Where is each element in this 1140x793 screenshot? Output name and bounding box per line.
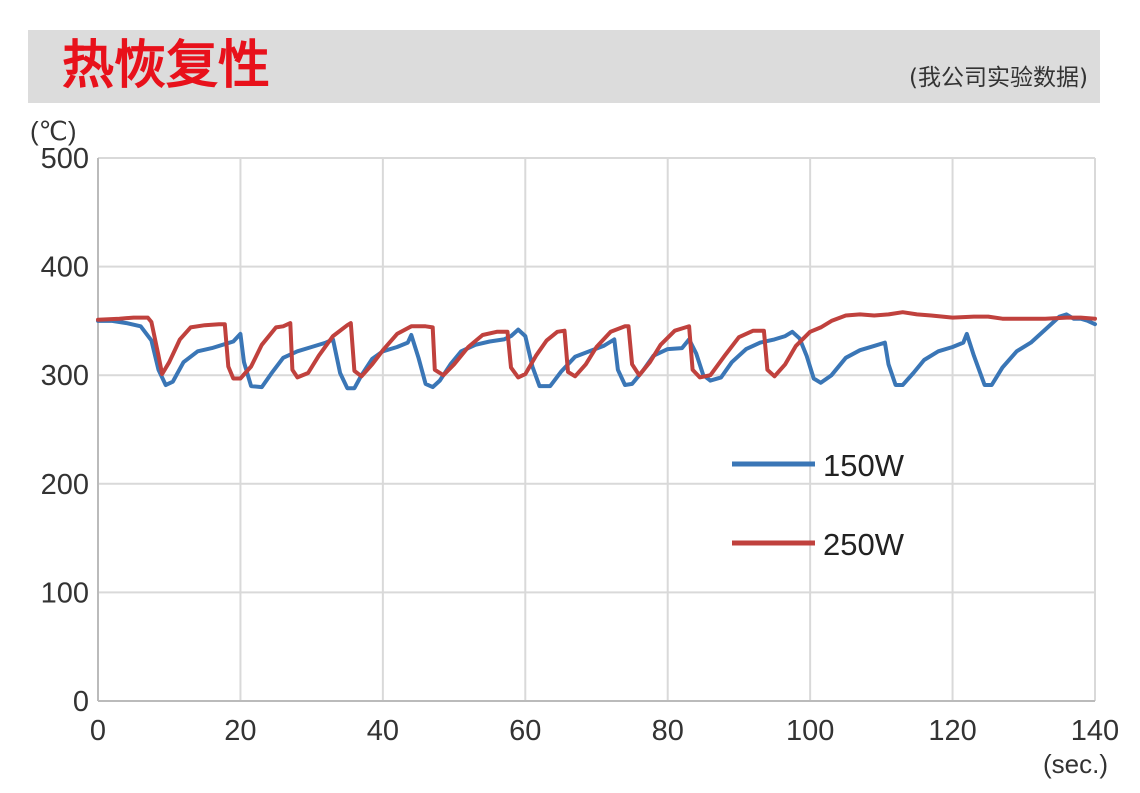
series-line-150w [96, 312, 1097, 391]
x-tick-label-0: 0 [90, 715, 106, 747]
series-line-250w [96, 310, 1097, 381]
chart-title: 热恢复性 [62, 36, 271, 96]
y-tick-label-100: 100 [41, 577, 89, 609]
header-bar: 热恢复性 (我公司实验数据) [28, 30, 1100, 103]
legend: 150W 250W [732, 448, 905, 562]
series-lines [96, 310, 1097, 391]
x-tick-label-80: 80 [652, 715, 684, 747]
axes [97, 158, 1095, 702]
x-tick-label-20: 20 [224, 715, 256, 747]
y-tick-label-500: 500 [41, 143, 89, 175]
y-tick-label-300: 300 [41, 360, 89, 392]
plot-area [98, 158, 1095, 701]
x-axis-unit: (sec.) [1043, 749, 1108, 779]
y-tick-label-0: 0 [73, 686, 89, 718]
y-axis-unit: (℃) [30, 116, 77, 146]
y-tick-label-400: 400 [41, 252, 89, 284]
x-tick-label-140: 140 [1071, 715, 1119, 747]
legend-label-150w: 150W [823, 448, 905, 483]
legend-label-250w: 250W [823, 527, 905, 562]
x-tick-label-40: 40 [367, 715, 399, 747]
x-tick-label-120: 120 [928, 715, 976, 747]
source-note: (我公司实验数据) [909, 65, 1088, 91]
x-tick-label-60: 60 [509, 715, 541, 747]
tick-labels: 0 20 40 60 80 100 120 140 0 100 200 300 400 500 [41, 143, 1120, 747]
x-tick-label-100: 100 [786, 715, 834, 747]
y-tick-label-200: 200 [41, 469, 89, 501]
